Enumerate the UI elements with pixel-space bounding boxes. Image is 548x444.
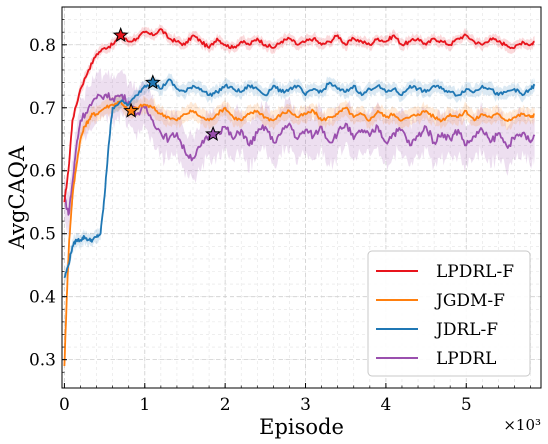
legend-box — [367, 250, 531, 377]
band-jgdm-f — [64, 92, 535, 372]
legend-label: LPDRL — [436, 349, 496, 369]
y-tick-label: 0.6 — [29, 162, 56, 182]
x-tick-label: 3 — [300, 395, 311, 415]
x-tick-label: 2 — [220, 395, 231, 415]
y-tick-label: 0.3 — [29, 351, 56, 371]
line-lpdrl-f — [63, 28, 535, 203]
legend-label: LPDRL-F — [436, 262, 514, 282]
best-markers — [112, 26, 222, 142]
x-multiplier-label: ×10³ — [503, 416, 541, 434]
grid — [62, 7, 541, 388]
legend: LPDRL-F JGDM-F JDRL-F LPDRL — [367, 250, 531, 377]
x-tick-label: 0 — [59, 395, 70, 415]
band-jdrl-f — [64, 73, 535, 286]
axis-ticks: 0 1 2 3 4 5 0.3 0.4 0.5 0.6 0.7 0.8 — [29, 19, 531, 415]
line-jgdm-f — [63, 100, 535, 367]
legend-label: JDRL-F — [434, 320, 498, 340]
band-lpdrl — [64, 68, 535, 240]
best-marker-jgdm-f — [123, 102, 140, 118]
best-marker-lpdrl — [205, 125, 222, 142]
x-tick-label: 1 — [139, 395, 150, 415]
x-tick-label: 5 — [461, 395, 472, 415]
x-tick-label: 4 — [380, 395, 391, 415]
best-marker-lpdrl-f — [112, 26, 129, 43]
y-axis-label: AvgCAQA — [5, 145, 29, 250]
series-lines — [63, 28, 536, 367]
y-tick-label: 0.8 — [29, 36, 56, 56]
y-tick-label: 0.5 — [29, 225, 56, 245]
line-jdrl-f — [63, 78, 536, 279]
best-marker-jdrl-f — [144, 74, 161, 90]
x-axis-label: Episode — [259, 415, 344, 439]
legend-label: JGDM-F — [434, 291, 505, 311]
y-tick-label: 0.7 — [29, 99, 56, 119]
plot-frame — [61, 6, 542, 389]
y-tick-label: 0.4 — [29, 288, 56, 308]
